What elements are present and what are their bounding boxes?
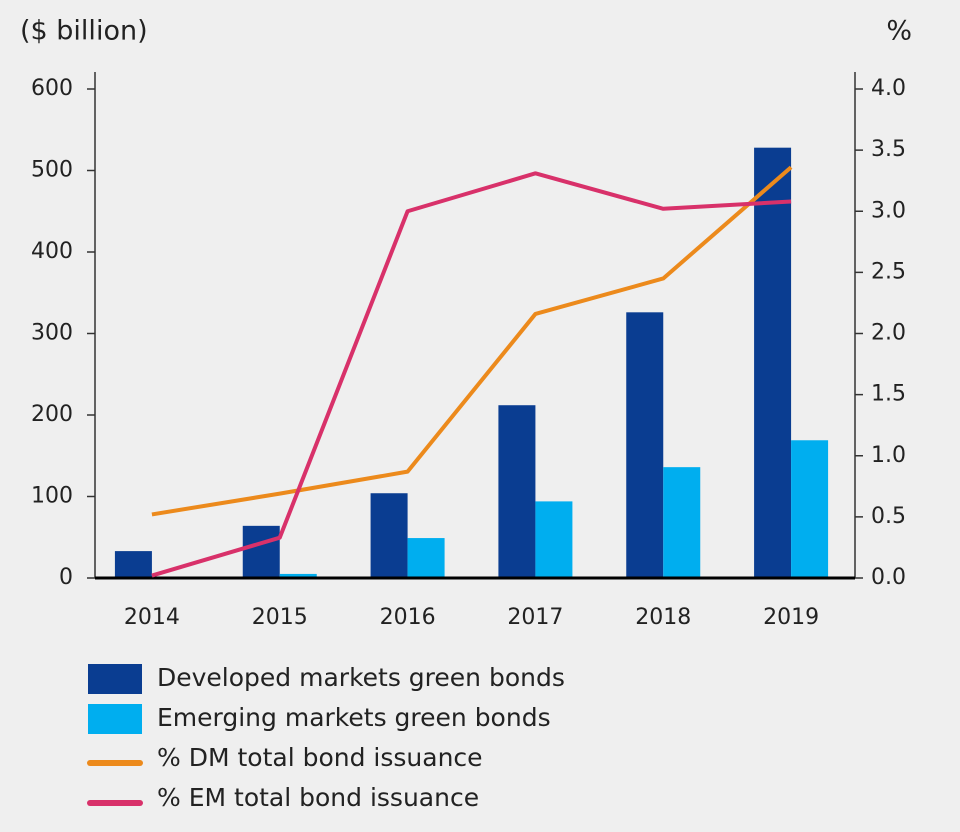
x-tick-label: 2018	[635, 605, 691, 630]
bar	[535, 501, 573, 578]
y-tick-label: 200	[31, 402, 73, 427]
bar	[791, 440, 829, 578]
y-tick-label: 600	[31, 76, 73, 101]
y-tick-label: 300	[31, 321, 73, 346]
bar	[498, 405, 536, 578]
legend-swatch	[88, 664, 142, 694]
y2-tick-label: 1.5	[871, 382, 906, 407]
legend-label: Emerging markets green bonds	[157, 703, 551, 732]
y-tick-label: 100	[31, 484, 73, 509]
x-tick-label: 2015	[252, 605, 308, 630]
legend-label: Developed markets green bonds	[157, 663, 565, 692]
bar	[626, 312, 664, 578]
line	[151, 171, 792, 578]
x-tick-label: 2017	[507, 605, 563, 630]
bar	[279, 573, 317, 578]
bar	[407, 538, 445, 578]
legend: Developed markets green bonds Emerging ma…	[87, 663, 565, 812]
y-tick-label: 500	[31, 158, 73, 183]
y2-tick-label: 4.0	[871, 76, 906, 101]
y2-tick-label: 3.0	[871, 198, 906, 223]
y2-axis-title: %	[886, 16, 912, 47]
bar	[663, 467, 701, 578]
y2-tick-label: 0.5	[871, 504, 906, 529]
bar	[370, 493, 408, 578]
y2-tick-label: 2.0	[871, 321, 906, 346]
legend-label: % EM total bond issuance	[157, 783, 479, 812]
x-tick-label: 2014	[124, 605, 180, 630]
y-tick-label: 0	[59, 565, 73, 590]
bar	[242, 525, 280, 578]
y2-tick-label: 3.5	[871, 137, 906, 162]
x-tick-label: 2016	[380, 605, 436, 630]
x-tick-label: 2019	[763, 605, 819, 630]
y2-tick-label: 1.0	[871, 443, 906, 468]
y2-tick-label: 0.0	[871, 565, 906, 590]
bar	[114, 551, 152, 578]
legend-label: % DM total bond issuance	[157, 743, 483, 772]
y-tick-label: 400	[31, 239, 73, 264]
y2-tick-label: 2.5	[871, 259, 906, 284]
y-axis-title: ($ billion)	[20, 16, 148, 47]
legend-swatch	[88, 704, 142, 734]
bar	[754, 147, 792, 578]
line	[151, 165, 793, 517]
